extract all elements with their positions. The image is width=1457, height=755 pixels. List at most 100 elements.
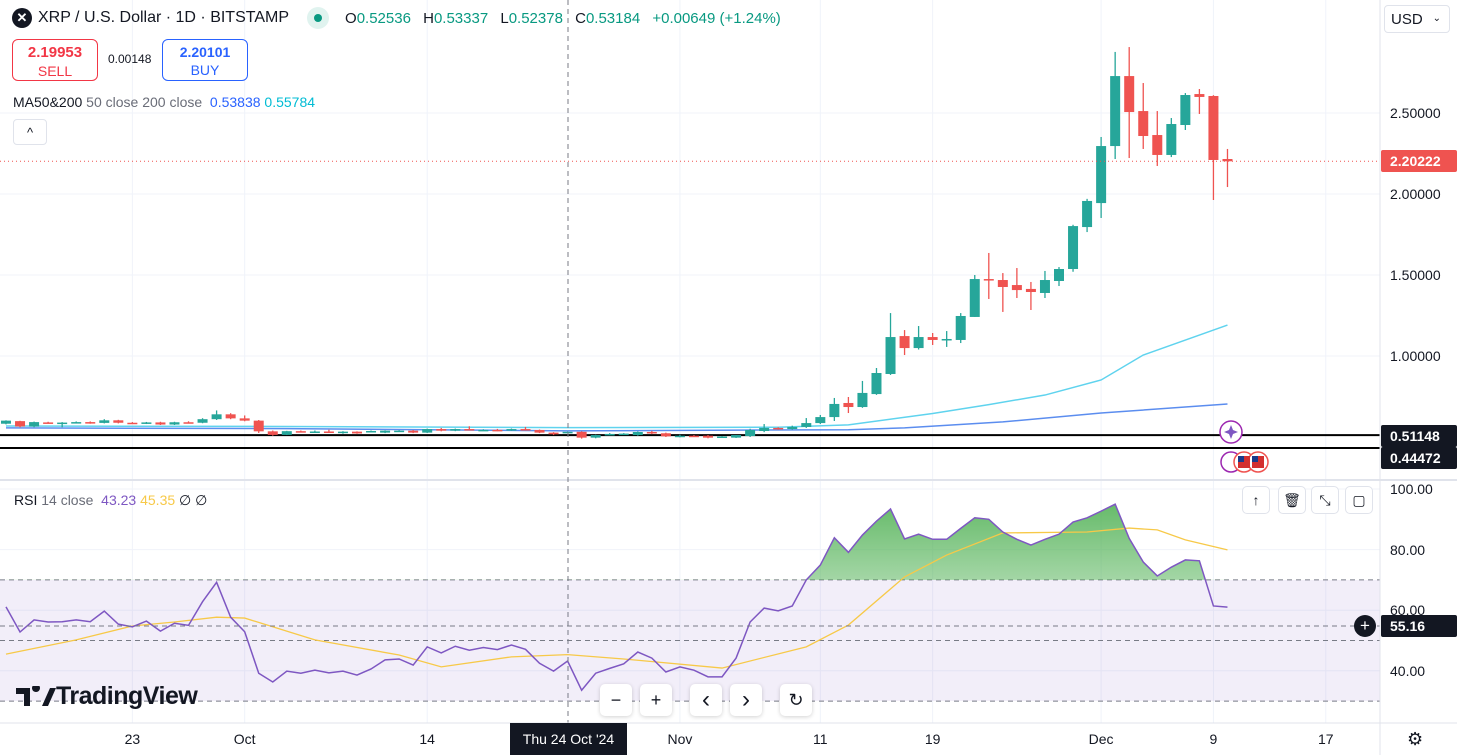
close-label: C [575, 9, 586, 27]
buy-price: 2.20101 [179, 44, 231, 60]
rsi-overbought-fill [6, 504, 1228, 580]
candle-down [352, 431, 362, 434]
ma-legend-name: MA50&200 [13, 94, 83, 110]
price-axis-label: 2.00000 [1390, 186, 1441, 202]
high-label: H [423, 9, 434, 27]
candle-down [534, 430, 545, 433]
candle-down [1208, 95, 1219, 160]
maximize-pane-button[interactable]: ▢ [1345, 486, 1373, 514]
candle-up [478, 429, 489, 432]
sell-button[interactable]: 2.19953 SELL [12, 39, 98, 81]
candle-up [1110, 76, 1121, 147]
candle-down [436, 429, 447, 431]
candle-down [323, 431, 334, 433]
candle-up [801, 423, 812, 427]
zoom-out-button[interactable]: − [600, 684, 632, 716]
time-axis-label: Dec [1088, 731, 1114, 747]
candle-up [366, 431, 377, 433]
settings-gear-icon[interactable]: ⚙ [1407, 729, 1424, 749]
candle-up [913, 337, 924, 349]
rsi-extra-value-2: ∅ [195, 492, 208, 508]
candle-down [899, 336, 910, 349]
candle-down [1025, 288, 1036, 293]
candle-up [1039, 280, 1050, 293]
time-axis-label: 11 [813, 731, 828, 747]
reset-chart-button[interactable]: ↻ [780, 684, 812, 716]
candle-down [225, 414, 236, 419]
candle-up [309, 431, 320, 433]
candle-up [717, 436, 728, 439]
high-value: 0.53337 [433, 9, 489, 27]
crosshair-rsi-tag: 55.16 [1381, 615, 1457, 637]
candle-up [380, 430, 391, 433]
market-open-status-icon[interactable] [307, 7, 330, 29]
buy-button[interactable]: 2.20101 BUY [162, 39, 248, 81]
change-value: +0.00649 (+1.24%) [652, 9, 781, 27]
scroll-right-button[interactable]: › [730, 684, 762, 716]
candle-up [1082, 200, 1093, 228]
currency-dropdown[interactable]: USD ⌄ [1384, 5, 1450, 33]
time-axis-label: 23 [124, 731, 141, 747]
symbol-header: ✕ XRP / U.S. Dollar · 1D · BITSTAMP O0.5… [12, 7, 789, 29]
rsi-legend[interactable]: RSI 14 close 43.23 45.35 ∅ ∅ [14, 492, 207, 509]
candle-down [85, 422, 96, 424]
collapse-legend-button[interactable]: ^ [13, 119, 47, 145]
add-alert-plus-icon[interactable]: + [1354, 615, 1376, 637]
crosshair-time-tag: Thu 24 Oct '24 [510, 723, 627, 755]
candle-up [871, 373, 882, 395]
move-pane-up-button[interactable]: ↑ [1242, 486, 1270, 514]
time-axis-label: 9 [1209, 731, 1218, 747]
candle-down [927, 337, 938, 340]
symbol-title[interactable]: XRP / U.S. Dollar · 1D · BITSTAMP [38, 9, 290, 26]
collapse-pane-button[interactable]: ⤡ [1311, 486, 1339, 514]
buy-label: BUY [190, 62, 220, 78]
candle-up [169, 422, 180, 425]
candle-up [281, 431, 292, 435]
candle-down [295, 431, 306, 433]
candle-up [506, 429, 517, 431]
zoom-in-button[interactable]: + [640, 684, 672, 716]
candle-up [745, 430, 756, 437]
economic-events-flags-icon[interactable] [1220, 451, 1269, 473]
open-label: O [345, 9, 357, 27]
rsi-legend-name: RSI [14, 492, 38, 508]
scroll-left-button[interactable]: ‹ [690, 684, 722, 716]
ma50-line [5, 324, 1228, 429]
sell-label: SELL [37, 63, 73, 79]
events-icon[interactable] [1219, 420, 1243, 444]
candle-down [576, 431, 587, 438]
hline-tag-2[interactable]: 0.44472 [1381, 447, 1457, 469]
tradingview-logo[interactable]: TradingView [16, 682, 198, 711]
close-value: 0.53184 [585, 9, 641, 27]
candle-down [1124, 76, 1135, 113]
candle-down [113, 420, 124, 423]
candle-down [773, 427, 784, 430]
ma50-value: 0.53838 [209, 94, 261, 110]
candle-up [1, 420, 11, 424]
hline-tag-1[interactable]: 0.51148 [1381, 425, 1457, 447]
candle-up [885, 337, 896, 374]
candle-up [857, 392, 868, 408]
low-value: 0.52378 [508, 9, 563, 27]
candle-down [464, 429, 475, 431]
rsi-extra-value-1: ∅ [179, 492, 192, 508]
candle-up [815, 417, 826, 424]
time-axis-label: 19 [924, 731, 941, 747]
candle-up [604, 433, 615, 436]
ohlc-values: O0.52536 H0.53337 L0.52378 C0.53184 +0.0… [345, 10, 789, 27]
candle-up [422, 429, 433, 433]
chevron-down-icon: ⌄ [1432, 13, 1441, 24]
delete-pane-button[interactable]: 🗑 [1278, 486, 1306, 514]
candle-down [253, 420, 264, 432]
candle-up [632, 431, 643, 436]
candle-down [1194, 94, 1205, 97]
rsi-axis-label: 80.00 [1390, 541, 1426, 558]
open-value: 0.52536 [356, 9, 411, 27]
candle-up [29, 422, 40, 427]
currency-label: USD [1391, 11, 1423, 28]
ma-legend[interactable]: MA50&200 50 close 200 close 0.53838 0.55… [13, 94, 315, 110]
candle-up [1166, 124, 1177, 155]
candle-down [492, 429, 503, 432]
candle-down [183, 422, 194, 424]
